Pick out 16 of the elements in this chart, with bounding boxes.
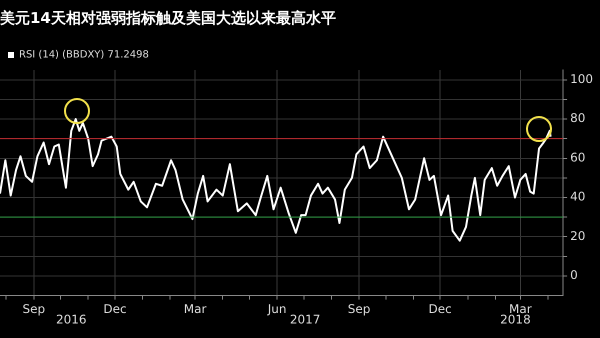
- y-tick-label: 60: [570, 150, 586, 164]
- x-tick-label: Dec: [103, 302, 127, 316]
- y-tick-label: 80: [570, 111, 586, 126]
- y-tick-label: 0: [570, 268, 578, 282]
- x-tick-label: Sep: [348, 302, 370, 316]
- y-tick-label: 20: [570, 228, 586, 243]
- text: 2017: [290, 312, 320, 327]
- y-tick-label: 100: [570, 72, 593, 86]
- chart-title: 美元14天相对强弱指标触及美国大选以来最高水平: [0, 8, 336, 27]
- x-tick-label: Dec: [428, 302, 452, 316]
- x-tick-label: Mar: [184, 302, 207, 316]
- y-tick-label: 40: [570, 190, 586, 204]
- x-tick-label: Jun: [266, 302, 286, 316]
- legend-label: RSI (14) (BBDXY) 71.2498: [19, 50, 149, 61]
- x-tick-label: Sep: [22, 302, 46, 316]
- text: 2016: [56, 312, 87, 327]
